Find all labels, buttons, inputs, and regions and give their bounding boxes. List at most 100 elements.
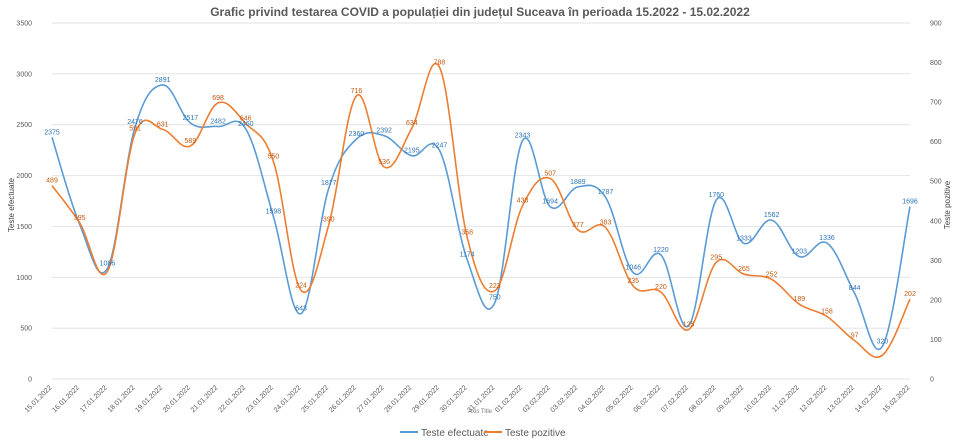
- right-tick-label: 400: [930, 218, 942, 225]
- data-label-teste-efectuate: 1562: [764, 212, 780, 219]
- x-tick-label: 19.01.2022: [134, 384, 164, 414]
- data-label-teste-efectuate: 1336: [819, 235, 835, 242]
- data-label-teste-efectuate: 1333: [736, 235, 752, 242]
- data-label-teste-efectuate: 1174: [460, 252, 475, 259]
- data-label-teste-pozitive: 202: [904, 291, 916, 298]
- right-tick-label: 0: [930, 377, 934, 384]
- right-axis-ticks: 0 100 200 300 400 500 600 700 800 900: [930, 21, 942, 384]
- data-label-teste-pozitive: 158: [821, 309, 833, 316]
- right-axis-title: Teste pozitive: [943, 180, 952, 229]
- right-tick-label: 700: [930, 100, 942, 107]
- x-tick-label: 08.02.2022: [688, 384, 718, 414]
- x-tick-label: 10.02.2022: [743, 384, 773, 414]
- x-tick-label: 26.01.2022: [328, 384, 358, 414]
- x-tick-label: 24.01.2022: [273, 384, 303, 414]
- data-label-teste-efectuate: 750: [489, 295, 501, 302]
- data-label-teste-pozitive: 125: [683, 322, 695, 329]
- x-tick-label: 15.01.2022: [24, 384, 54, 414]
- x-tick-label: 29.01.2022: [411, 384, 441, 414]
- data-label-teste-pozitive: 189: [793, 296, 805, 303]
- data-label-teste-efectuate: 2891: [155, 77, 171, 84]
- data-label-teste-pozitive: 265: [738, 266, 750, 273]
- data-label-teste-efectuate: 2343: [515, 133, 531, 140]
- data-label-teste-efectuate: 643: [295, 306, 307, 313]
- x-tick-label: 07.02.2022: [660, 384, 690, 414]
- data-label-teste-efectuate: 1203: [792, 249, 808, 256]
- x-tick-label: 27.01.2022: [356, 384, 386, 414]
- right-tick-label: 300: [930, 258, 942, 265]
- right-tick-label: 500: [930, 179, 942, 186]
- data-label-teste-efectuate: 1598: [266, 208, 282, 215]
- x-tick-label: 18.01.2022: [107, 384, 137, 414]
- left-tick-label: 3000: [16, 71, 32, 78]
- data-label-teste-efectuate: 1694: [542, 199, 558, 206]
- x-tick-label: 11.02.2022: [771, 384, 800, 413]
- x-tick-label: 01.02.2022: [494, 384, 524, 414]
- data-label-teste-efectuate: 320: [876, 338, 888, 345]
- data-label-teste-efectuate: 1696: [902, 198, 918, 205]
- right-tick-label: 800: [930, 60, 942, 67]
- left-tick-label: 3500: [16, 21, 32, 28]
- x-tick-label: 14.02.2022: [854, 384, 884, 414]
- x-tick-label: 25.01.2022: [300, 384, 330, 414]
- x-tick-label: 06.02.2022: [633, 384, 663, 414]
- legend: Teste efectuate Teste pozitive: [400, 428, 566, 439]
- data-label-teste-efectuate: 2375: [44, 129, 60, 136]
- x-tick-label: 20.01.2022: [162, 384, 192, 414]
- data-label-teste-efectuate: 2482: [210, 119, 226, 126]
- data-label-teste-efectuate: 2460: [238, 121, 254, 128]
- data-label-teste-pozitive: 358: [461, 229, 473, 236]
- left-tick-label: 1000: [16, 275, 32, 282]
- x-tick-label: 02.02.2022: [522, 384, 552, 414]
- data-label-teste-pozitive: 224: [295, 282, 307, 289]
- data-label-teste-efectuate: 2360: [349, 131, 365, 138]
- x-tick-label: 09.02.2022: [716, 384, 746, 414]
- data-label-teste-pozitive: 383: [600, 220, 612, 227]
- left-tick-label: 0: [28, 377, 32, 384]
- series-lines: [51, 63, 911, 358]
- left-tick-label: 1500: [16, 224, 32, 231]
- data-label-teste-pozitive: 438: [517, 198, 529, 205]
- data-label-teste-efectuate: 1220: [653, 247, 669, 254]
- data-label-teste-pozitive: 489: [46, 178, 58, 185]
- data-label-teste-pozitive: 634: [406, 120, 418, 127]
- x-tick-label: 28.01.2022: [383, 384, 413, 414]
- data-label-teste-pozitive: 698: [212, 95, 224, 102]
- left-tick-label: 2000: [16, 173, 32, 180]
- x-tick-label: 04.02.2022: [577, 384, 607, 414]
- legend-label-teste-pozitive: Teste pozitive: [505, 428, 566, 439]
- data-label-teste-efectuate: 2247: [432, 142, 448, 149]
- data-label-teste-pozitive: 788: [434, 59, 446, 66]
- data-label-teste-pozitive: 377: [572, 222, 584, 229]
- data-label-teste-pozitive: 295: [710, 254, 722, 261]
- x-tick-label: 22.01.2022: [217, 384, 247, 414]
- left-tick-label: 500: [20, 326, 32, 333]
- left-axis-title: Teste efectuate: [7, 177, 16, 232]
- data-label-teste-pozitive: 631: [157, 121, 169, 128]
- data-label-teste-pozitive: 550: [268, 153, 280, 160]
- data-label-teste-pozitive: 716: [351, 88, 363, 95]
- x-tick-label: 16.01.2022: [51, 384, 81, 414]
- x-tick-label: 13.02.2022: [826, 384, 856, 414]
- x-tick-label: 03.02.2022: [550, 384, 580, 414]
- data-label-teste-pozitive: 223: [489, 283, 501, 290]
- data-label-teste-efectuate: 2517: [183, 115, 199, 122]
- legend-label-teste-efectuate: Teste efectuate: [421, 428, 489, 439]
- data-label-teste-pozitive: 220: [655, 284, 667, 291]
- gridlines: [52, 22, 910, 380]
- data-label-teste-pozitive: 646: [240, 115, 252, 122]
- left-tick-label: 2500: [16, 122, 32, 129]
- series-line-teste-pozitive: [51, 63, 911, 358]
- right-tick-label: 900: [930, 21, 942, 28]
- x-tick-label: 12.02.2022: [799, 384, 829, 414]
- right-tick-label: 600: [930, 139, 942, 146]
- x-tick-label: 17.01.2022: [79, 384, 109, 414]
- data-label-teste-pozitive: 536: [378, 159, 390, 166]
- x-tick-label: 15.02.2022: [882, 384, 912, 414]
- data-label-teste-efectuate: 1086: [100, 261, 116, 268]
- data-label-teste-efectuate: 1889: [570, 179, 586, 186]
- data-label-teste-pozitive: 97: [851, 333, 859, 340]
- x-tick-label: 21.01.2022: [190, 384, 220, 414]
